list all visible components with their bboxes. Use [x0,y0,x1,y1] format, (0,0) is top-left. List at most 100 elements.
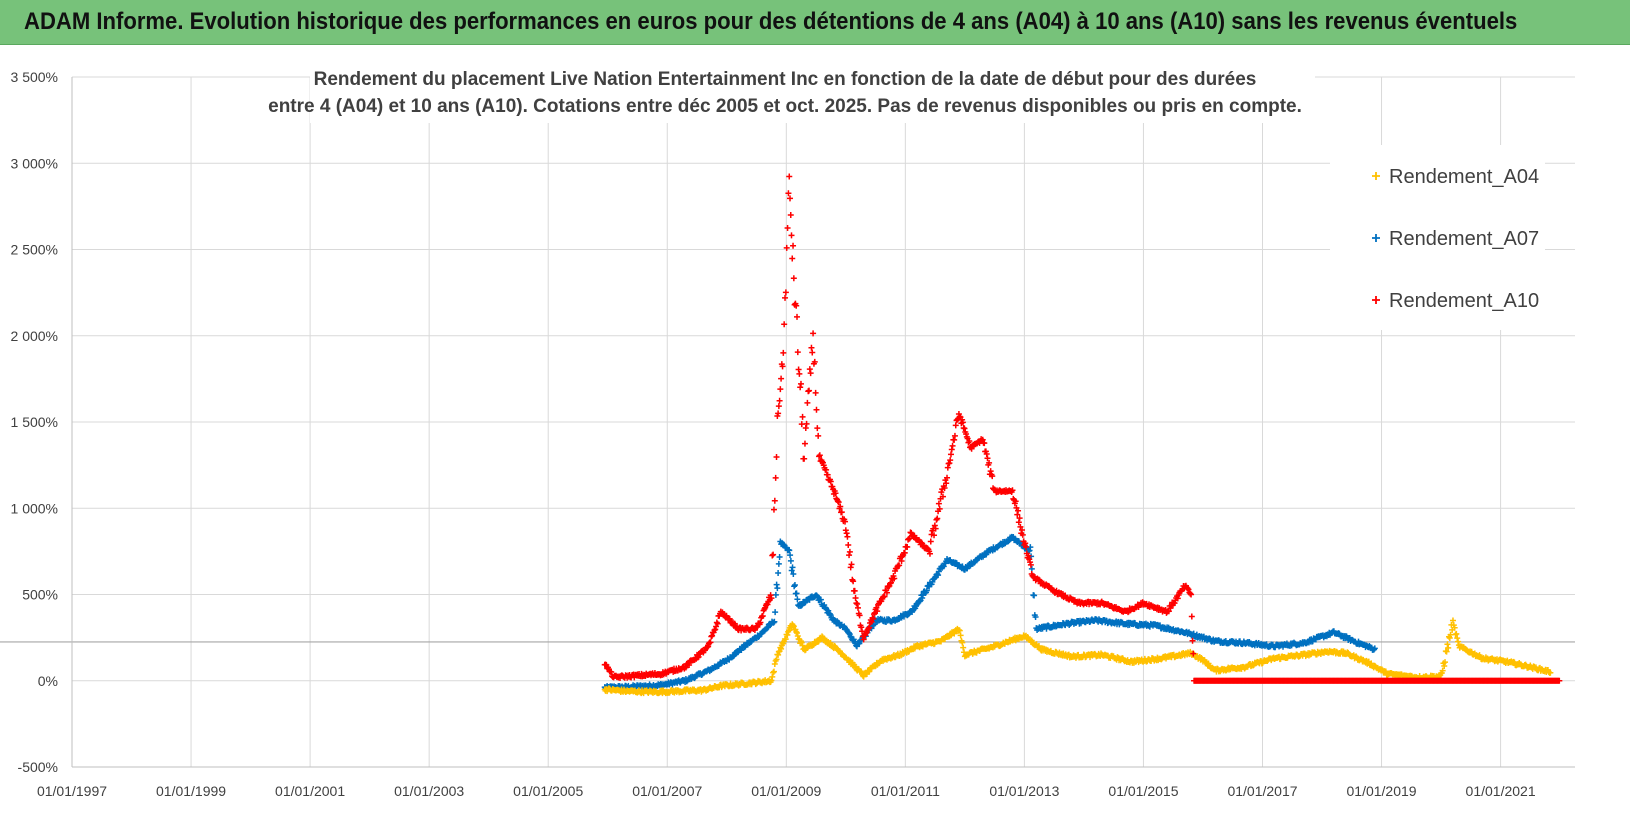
legend: Rendement_A04 Rendement_A07 Rendement_A10 [1330,145,1545,330]
data-point [771,497,778,504]
x-tick-label: 01/01/2003 [394,783,464,799]
data-point [802,425,809,432]
data-point [814,425,821,432]
data-point [1188,613,1195,620]
data-point [794,632,801,639]
data-point [772,474,779,481]
data-point [847,564,854,571]
data-point [770,551,777,558]
plot-series [601,173,1563,697]
data-point [812,389,819,396]
data-point [807,370,814,377]
data-point [961,425,968,432]
data-point [713,619,720,626]
data-point [1455,638,1462,645]
header-banner: ADAM Informe. Evolution historique des p… [0,0,1630,45]
data-point [808,344,815,351]
data-point [790,275,797,282]
data-point [777,386,784,393]
data-point [801,455,808,462]
series-Rendement_A10 [601,173,1563,684]
x-tick-label: 01/01/2005 [513,783,583,799]
x-tick-label: 01/01/2011 [871,783,940,799]
y-tick-label: 1 000% [11,500,58,516]
data-point [608,668,615,675]
data-point [851,587,858,594]
data-point [933,516,940,523]
data-point [797,380,804,387]
data-point [847,633,854,640]
data-point [801,440,808,447]
data-point [952,422,959,429]
data-point [1371,646,1378,653]
data-point [790,623,797,630]
chart-title-line-1: Rendement du placement Live Nation Enter… [314,69,1257,90]
data-point [787,212,794,219]
data-point [796,370,803,377]
y-tick-label: -500% [18,759,58,775]
chart-area: -500% 0% 500% 1 000% 1 500% 2 000% 2 500% 3 000… [0,45,1630,816]
data-point [786,547,793,554]
data-point [956,627,963,634]
data-point [775,403,782,410]
data-point [1522,661,1529,668]
data-point [794,349,801,356]
data-point [804,399,811,406]
data-point [935,572,942,579]
data-point [772,609,779,616]
data-point [787,557,794,564]
data-point [787,195,794,202]
data-point [773,454,780,461]
data-point [940,563,947,570]
data-point [1441,662,1448,669]
data-point [783,244,790,251]
chart-title-line-2: entre 4 (A04) et 10 ans (A10). Cotations… [268,96,1302,117]
data-point [770,619,777,626]
data-point [809,349,816,356]
data-point [793,590,800,597]
data-point [1446,635,1453,642]
data-point [769,673,776,680]
data-point [1371,645,1378,652]
data-point [788,232,795,239]
data-point [951,436,958,443]
data-point [1028,565,1035,572]
data-point [1026,547,1033,554]
data-point [919,594,926,601]
data-point [1453,630,1460,637]
data-point [1439,667,1446,674]
data-point [794,596,801,603]
x-tick-label: 01/01/2013 [989,783,1059,799]
data-point [934,515,941,522]
y-tick-label: 2 500% [11,242,58,258]
data-point [806,387,813,394]
data-point [778,375,785,382]
y-tick-label: 0% [38,673,58,689]
series-Rendement_A04 [601,617,1554,697]
legend-label: Rendement_A04 [1389,166,1539,188]
data-point [960,644,967,651]
chart-title-box: Rendement du placement Live Nation Enter… [268,59,1315,123]
data-point [806,366,813,373]
data-point [1031,592,1038,599]
data-point [770,669,777,676]
data-point [770,668,777,675]
x-tick-label: 01/01/1999 [156,783,226,799]
data-point [771,661,778,668]
x-tick-label: 01/01/2015 [1108,783,1178,799]
data-point [842,527,849,534]
data-point [948,446,955,453]
data-point [794,629,801,636]
data-point [790,571,797,578]
data-point [795,366,802,373]
x-tick-label: 01/01/2019 [1347,783,1417,799]
x-tick-label: 01/01/1997 [37,783,107,799]
data-point [799,642,806,649]
data-point [857,668,864,675]
data-point [776,554,783,561]
data-point [1454,635,1461,642]
data-point [771,618,778,625]
data-point [799,413,806,420]
data-point [848,561,855,568]
data-point [798,602,805,609]
